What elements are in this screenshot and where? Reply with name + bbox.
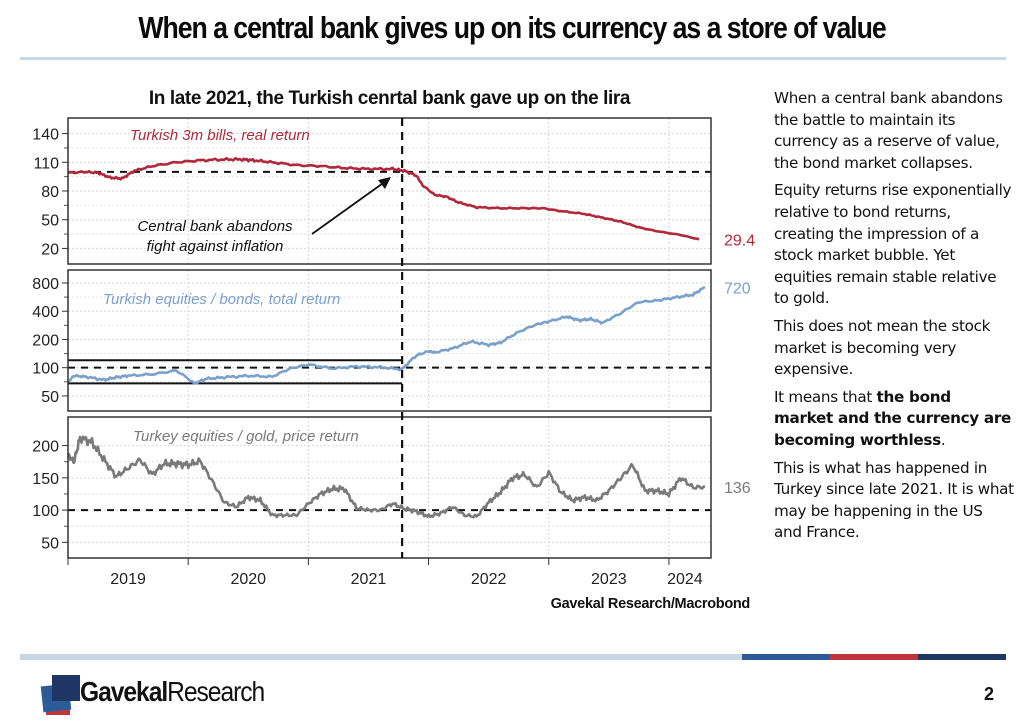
y-tick-label: 100: [32, 361, 59, 378]
x-tick-label: 2019: [110, 571, 146, 588]
y-tick-label: 150: [32, 471, 59, 488]
series-label: Turkey equities / gold, price return: [133, 428, 359, 445]
y-tick-label: 50: [41, 535, 59, 552]
logo-bold: Gavekal: [80, 676, 168, 707]
series-line: [67, 156, 700, 241]
y-tick-label: 20: [41, 241, 59, 258]
title-divider: [20, 57, 1006, 60]
gavekal-logo-icon: [40, 675, 80, 715]
panel-frame: [67, 416, 712, 559]
logo-regular: Research: [167, 676, 265, 707]
x-tick-label: 2022: [471, 571, 507, 588]
end-value-label: 29.4: [724, 232, 755, 249]
end-value-label: 720: [724, 280, 751, 297]
footer-rule-navy: [918, 654, 1006, 660]
y-tick-label: 140: [32, 127, 59, 144]
annotation-text: fight against inflation: [147, 238, 284, 255]
annotation-text: Central bank abandons: [137, 218, 293, 235]
panel-frame: [67, 117, 712, 265]
y-tick-label: 50: [41, 213, 59, 230]
y-tick-label: 100: [32, 503, 59, 520]
y-tick-label: 200: [32, 439, 59, 456]
commentary-paragraph-4: It means that the bond market and the cu…: [774, 387, 1014, 452]
series-label: Turkish equities / bonds, total return: [103, 291, 340, 308]
series-label: Turkish 3m bills, real return: [130, 127, 310, 144]
commentary: When a central bank abandons the battle …: [774, 88, 1014, 550]
arrow-head-icon: [378, 177, 391, 189]
y-tick-label: 50: [41, 389, 59, 406]
footer-rule-blue: [742, 654, 830, 660]
y-tick-label: 110: [33, 155, 59, 172]
y-tick-label: 400: [32, 304, 59, 321]
annotation-arrow: [311, 180, 387, 235]
footer-rule-light: [20, 654, 742, 660]
commentary-paragraph-3: This does not mean the stock market is b…: [774, 316, 991, 379]
p4-suffix: .: [940, 430, 946, 449]
x-tick-label: 2023: [591, 571, 627, 588]
commentary-paragraph-5: This is what has happened in Turkey sinc…: [774, 458, 1014, 542]
commentary-paragraph-2: Equity returns rise exponentially relati…: [774, 181, 1012, 308]
x-tick-label: 2024: [667, 571, 703, 588]
footer-rule-red: [830, 654, 918, 660]
source-label: Gavekal Research/Macrobond: [550, 596, 751, 612]
commentary-paragraph-1: When a central bank abandons the battle …: [774, 89, 1003, 172]
x-tick-label: 2021: [351, 571, 387, 588]
y-tick-label: 80: [41, 184, 59, 201]
end-value-label: 136: [724, 480, 751, 497]
x-tick-label: 2020: [230, 571, 266, 588]
p4-prefix: It means that: [774, 387, 877, 406]
series-line: [66, 286, 706, 385]
y-tick-label: 800: [32, 276, 59, 293]
p4-bold: the bond market and the currency are bec…: [774, 387, 1012, 449]
panel-frame: [67, 269, 712, 412]
chart-title: In late 2021, the Turkish cenrtal bank g…: [148, 88, 631, 109]
y-tick-label: 200: [32, 332, 59, 349]
series-line: [66, 435, 706, 519]
page-title: When a central bank gives up on its curr…: [138, 10, 886, 45]
logo-text: GavekalResearch: [80, 676, 265, 708]
page-number: 2: [984, 684, 995, 704]
